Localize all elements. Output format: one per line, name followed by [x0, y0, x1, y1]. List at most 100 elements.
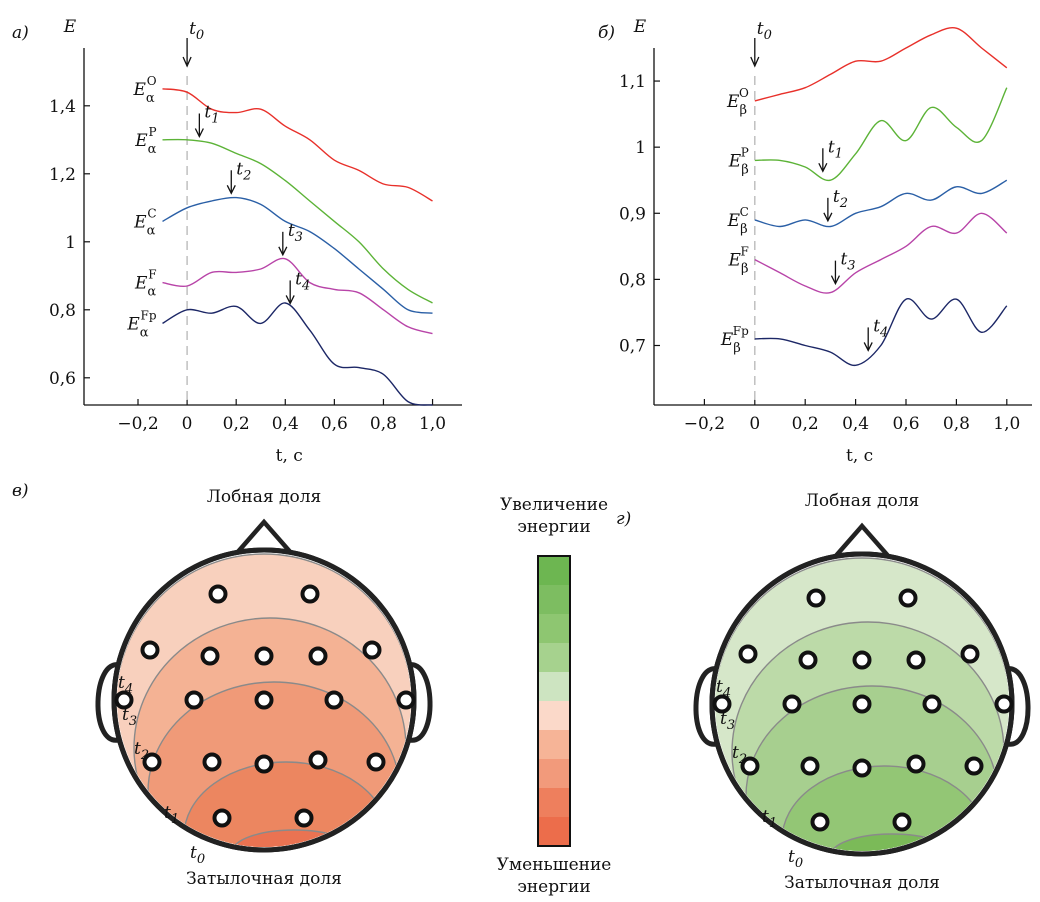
colorbar-segment: [538, 730, 570, 760]
electrode: [994, 694, 1014, 714]
series-line: [162, 302, 433, 406]
marker-arrowhead: [278, 246, 288, 257]
electrode: [294, 808, 314, 828]
series-line: [162, 88, 433, 202]
y-tick-label: 1: [635, 138, 646, 158]
contour-label: t2: [732, 743, 747, 767]
contour-label: t0: [190, 843, 205, 867]
electrode: [308, 646, 328, 666]
nose: [234, 518, 294, 556]
x-tick-label: 1,0: [993, 414, 1020, 434]
x-tick-label: 0: [749, 414, 760, 434]
electrode: [212, 808, 232, 828]
y-tick-label: 0,9: [619, 204, 646, 224]
series-line: [754, 27, 1008, 102]
electrode: [142, 752, 162, 772]
x-tick-label: 0,2: [792, 414, 819, 434]
y-tick-label: 1,2: [49, 165, 76, 185]
panel-label-d: г): [616, 509, 631, 529]
series-line: [162, 257, 433, 335]
marker-label: t4: [873, 316, 888, 340]
electrode: [810, 812, 830, 832]
contour-label: t3: [720, 709, 735, 733]
colorbar-segment: [538, 701, 570, 731]
marker-label: t2: [236, 159, 251, 183]
colorbar-segment: [538, 759, 570, 789]
series-label: EβFp: [720, 324, 749, 356]
electrode: [906, 650, 926, 670]
marker-arrowhead: [830, 275, 841, 286]
marker-label: t1: [204, 103, 219, 127]
marker-label: t4: [295, 269, 310, 293]
occipital-lobe-label: Затылочная доля: [186, 869, 342, 889]
electrode: [892, 812, 912, 832]
colorbar-segment: [538, 585, 570, 615]
t0-arrowhead: [750, 56, 760, 68]
colorbar-segment: [538, 556, 570, 586]
marker-arrowhead: [823, 212, 833, 223]
electrode: [200, 646, 220, 666]
x-tick-label: −0,2: [684, 414, 725, 434]
electrode: [782, 694, 802, 714]
y-tick-label: 0,8: [619, 270, 646, 290]
series-label: EαP: [134, 125, 156, 157]
frontal-lobe-label: Лобная доля: [207, 487, 321, 507]
contour-label: t3: [122, 705, 137, 729]
series-label: EαFp: [126, 308, 157, 340]
x-tick-label: 0,6: [892, 414, 919, 434]
electrode: [906, 754, 926, 774]
marker-label: t1: [828, 137, 843, 161]
electrode: [300, 584, 320, 604]
electrode: [202, 752, 222, 772]
x-tick-label: 0,2: [223, 414, 250, 434]
electrode: [254, 690, 274, 710]
electrode: [114, 690, 134, 710]
series-line: [754, 298, 1008, 367]
marker-label: t3: [288, 221, 303, 245]
electrode: [208, 584, 228, 604]
electrode: [898, 588, 918, 608]
electrode: [740, 756, 760, 776]
head-map-v: t4 t3 t2 t1 t0 Лобная доля Затылочная доля: [95, 487, 433, 889]
marker-arrowhead: [194, 128, 204, 138]
colorbar-segment: [538, 614, 570, 644]
series-label: EαF: [134, 268, 157, 300]
contour-label: t4: [118, 673, 133, 697]
electrode: [852, 650, 872, 670]
x-tick-label: 0,8: [943, 414, 970, 434]
series-label: EαC: [133, 206, 156, 238]
electrode: [738, 644, 758, 664]
marker-label: t2: [833, 187, 848, 211]
electrode: [800, 756, 820, 776]
occipital-lobe-label: Затылочная доля: [784, 873, 940, 893]
panel-label-c: в): [12, 481, 29, 501]
x-axis-title: t, c: [276, 446, 303, 466]
colorbar-segment: [538, 817, 570, 847]
electrode: [184, 690, 204, 710]
series-line: [754, 87, 1008, 182]
marker-arrowhead: [285, 295, 295, 305]
electrode: [852, 758, 872, 778]
electrode: [254, 754, 274, 774]
x-tick-label: 0,4: [842, 414, 869, 434]
energy-regions: [117, 553, 411, 847]
nose: [832, 522, 892, 560]
chart-a: 0,6 0,8 1 1,2 1,4 −0,2 0 0,2 0,4 0,6 0,8 1,0 Et, c t0…: [49, 17, 462, 466]
series-label: EβO: [726, 86, 749, 118]
series-label: EβC: [727, 205, 749, 237]
electrode: [806, 588, 826, 608]
electrode: [366, 752, 386, 772]
electrode: [140, 640, 160, 660]
t0-label: t0: [189, 19, 204, 43]
colorbar-top-label-2: энергии: [517, 517, 590, 537]
energy-regions: [715, 557, 1009, 851]
contour-label: t1: [762, 807, 777, 831]
series-label: EβP: [728, 145, 749, 177]
marker-arrowhead: [863, 342, 873, 352]
contour-label: t0: [788, 847, 803, 871]
y-tick-label: 1,4: [49, 97, 76, 117]
t0-arrowhead: [182, 56, 192, 68]
energy-region: [829, 833, 955, 851]
